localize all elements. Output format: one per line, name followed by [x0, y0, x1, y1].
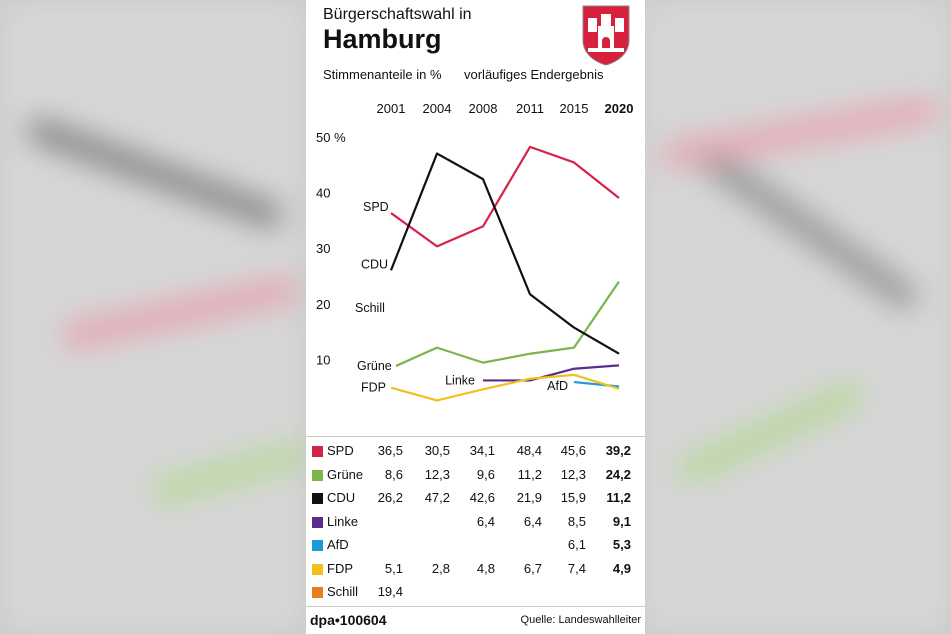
- x-tick-label: 2011: [516, 101, 544, 116]
- row-party-name: Linke: [327, 513, 359, 529]
- series-label-bg: [355, 359, 396, 374]
- table-cell: 36,5: [377, 443, 403, 458]
- table-cell: 26,2: [377, 490, 403, 505]
- row-party-name: FDP: [327, 560, 353, 576]
- table-row: Grüne 8,6 12,3 9,6 11,2 12,3 24,2: [306, 464, 645, 488]
- x-tick-label: 2015: [560, 101, 589, 116]
- separator-line: [306, 436, 645, 437]
- series-label-fdp: FDP: [361, 381, 386, 395]
- legend-swatch: [312, 469, 323, 481]
- table-cell: 12,3: [560, 466, 586, 482]
- series-label-bg: [436, 373, 477, 388]
- x-tick-label: 2020: [605, 101, 634, 116]
- series-label-bg: [359, 380, 386, 395]
- series-label-cdu: CDU: [361, 257, 388, 271]
- legend-swatch: [312, 493, 323, 504]
- row-party-name: Schill: [327, 584, 359, 599]
- table-row: SPD 36,5 30,5 34,1 48,4 45,6 39,2: [306, 440, 645, 464]
- table-row: Linke 6,4 6,4 8,5 9,1: [306, 511, 645, 535]
- table-row: FDP 5,1 2,8 4,8 6,7 7,4 4,9: [306, 558, 645, 582]
- row-party-name: Grüne: [327, 466, 364, 482]
- table-cell: 4,9: [612, 560, 631, 576]
- table-cell: 30,5: [424, 443, 450, 458]
- series-label-bg: [359, 257, 386, 272]
- x-tick-label: 2004: [423, 101, 452, 116]
- separator-line: [306, 606, 645, 607]
- table-cell: 48,4: [516, 443, 542, 458]
- background-right: [641, 0, 951, 634]
- legend-swatch: [312, 563, 323, 575]
- y-tick-label: 10: [316, 352, 330, 367]
- table-cell: 7,4: [567, 560, 586, 576]
- source-note: Quelle: Landeswahlleiter: [520, 614, 641, 626]
- series-line-spd: [390, 145, 620, 248]
- table-cell: 47,2: [424, 490, 450, 505]
- table-cell: 5,1: [384, 560, 403, 576]
- y-tick-label: 50 %: [316, 130, 346, 145]
- series-label-schill: Schill: [355, 301, 385, 315]
- infographic-panel: Bürgerschaftswahl in Hamburg Stimmenante…: [306, 0, 645, 634]
- table-cell: 6,7: [523, 560, 542, 576]
- row-party-name: SPD: [327, 443, 354, 458]
- chart-subtitle: Stimmenanteile in %: [323, 67, 442, 82]
- table-cell: 42,6: [469, 490, 495, 505]
- table-cell: 6,4: [523, 513, 542, 529]
- legend-swatch: [312, 446, 323, 457]
- table-cell: 2,8: [431, 560, 450, 576]
- table-cell: 39,2: [605, 443, 631, 458]
- line-chart: 2001 2004 2008 2011 2015 2020 50 % 40 30 20 10 SP…: [316, 101, 634, 402]
- table-cell: 8,6: [384, 466, 403, 482]
- agency-logo: dpa•100604: [310, 612, 387, 628]
- series-line-fdp: [390, 373, 620, 402]
- hamburg-crest-icon: [582, 5, 630, 66]
- table-cell: 24,2: [605, 466, 631, 482]
- table-row: AfD 6,1 5,3: [306, 534, 645, 558]
- series-label-bg: [361, 200, 388, 215]
- table-cell: 11,2: [606, 490, 631, 505]
- y-tick-label: 30: [316, 241, 330, 256]
- table-cell: 19,4: [377, 584, 403, 599]
- table-cell: 11,2: [517, 466, 542, 482]
- x-tick-label: 2008: [469, 101, 498, 116]
- table-cell: 9,1: [612, 513, 631, 529]
- x-tick-label: 2001: [377, 101, 406, 116]
- legend-swatch: [312, 516, 323, 528]
- table-row: CDU 26,2 47,2 42,6 21,9 15,9 11,2: [306, 487, 645, 511]
- row-party-name: AfD: [327, 537, 349, 552]
- chart-supertitle: Bürgerschaftswahl in: [323, 6, 472, 23]
- series-label-linke: Linke: [445, 373, 475, 387]
- table-row: Schill 19,4: [306, 581, 645, 605]
- series-line-grüne: [390, 280, 620, 370]
- chart-note: vorläufiges Endergebnis: [464, 67, 604, 82]
- data-table: SPD 36,5 30,5 34,1 48,4 45,6 39,2 Grüne 8,6 12,3 9…: [306, 440, 645, 605]
- table-cell: 15,9: [560, 490, 586, 505]
- series-label-grüne: Grüne: [357, 359, 392, 373]
- legend-swatch: [312, 540, 323, 551]
- table-cell: 34,1: [469, 443, 495, 458]
- series-label-spd: SPD: [363, 200, 389, 214]
- series-line-linke: [483, 364, 620, 382]
- series-label-bg: [543, 379, 570, 394]
- table-cell: 4,8: [476, 560, 495, 576]
- series-line-cdu: [389, 152, 620, 355]
- table-cell: 8,5: [567, 513, 586, 529]
- chart-title: Hamburg: [323, 24, 442, 54]
- legend-swatch: [312, 587, 323, 598]
- series-label-bg: [353, 301, 402, 316]
- table-cell: 12,3: [424, 466, 450, 482]
- table-cell: 6,1: [567, 537, 586, 552]
- y-tick-label: 40: [316, 186, 330, 201]
- row-party-name: CDU: [327, 490, 356, 505]
- table-cell: 5,3: [612, 537, 631, 552]
- table-cell: 21,9: [516, 490, 542, 505]
- table-cell: 6,4: [476, 513, 495, 529]
- series-label-afd: AfD: [547, 379, 568, 393]
- table-cell: 9,6: [476, 466, 495, 482]
- y-tick-label: 20: [316, 297, 330, 312]
- table-cell: 45,6: [560, 443, 586, 458]
